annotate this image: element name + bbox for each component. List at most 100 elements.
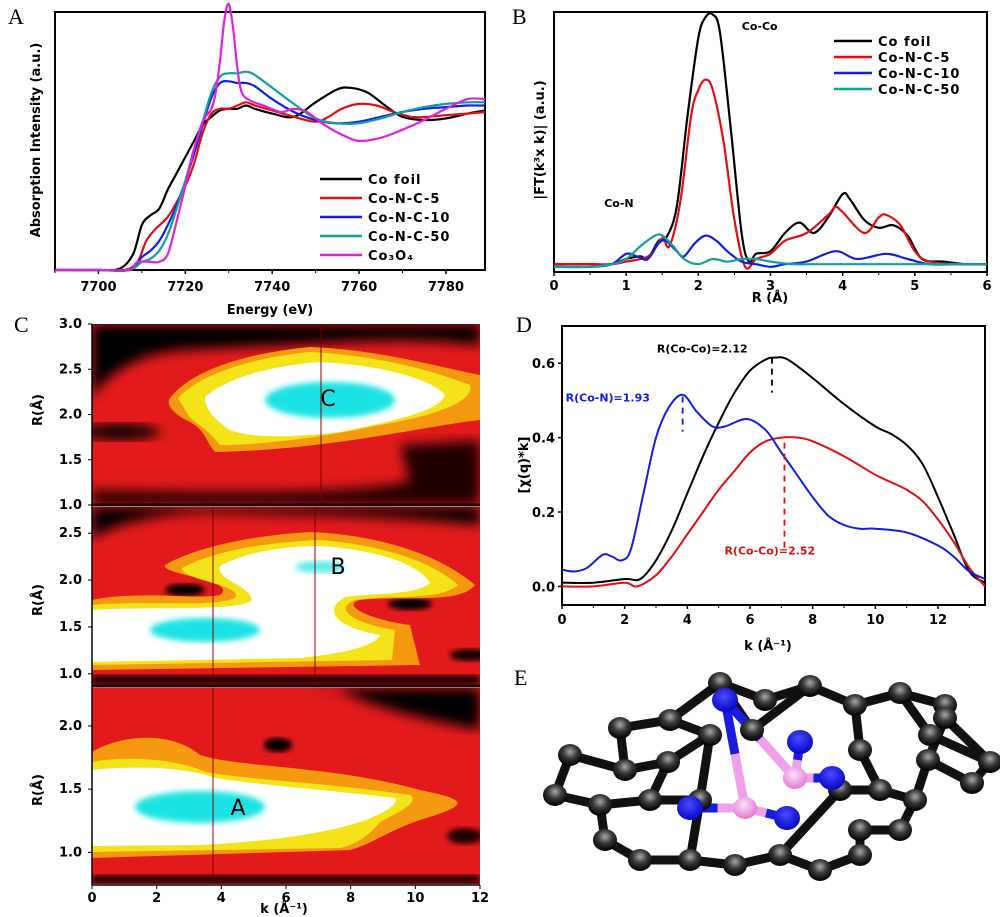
carbon-atom — [613, 759, 637, 781]
carbon-atom — [903, 789, 927, 811]
y-tick-label-c: 2.5 — [59, 526, 82, 541]
series-line-co-n-c-50 — [553, 233, 987, 269]
x-tick-label-a: 7720 — [167, 280, 203, 295]
panel-label-b: B — [512, 4, 527, 29]
series-line-co-n-c-50 — [55, 70, 486, 272]
x-tick-label-a: 7700 — [80, 280, 116, 295]
y-axis-label-a: Absorption Intensity (a.u.) — [29, 43, 44, 238]
y-tick-label-d: 0.6 — [532, 357, 555, 372]
carbon-atom — [848, 844, 872, 866]
chart-a-xanes: 7700 7720 7740 7760 7780 Co foil Co-N-C-5 Co-N… — [29, 2, 486, 318]
x-tick-label-b: 1 — [622, 279, 631, 294]
c-c-bond — [775, 785, 845, 860]
peak-label-c: C — [320, 387, 335, 412]
series-line-co-n-c-10 — [553, 234, 987, 269]
cobalt-atom — [783, 767, 807, 789]
x-tick-label-d: 0 — [557, 613, 566, 628]
legend-label: Co-N-C-10 — [878, 67, 960, 82]
chart-d-wt-slices: 0 2 4 6 8 10 12 0.0 0.2 0.4 0.6 R(Co-Co)=2.12 R(Co-… — [517, 325, 986, 654]
peak-label-a: A — [230, 796, 245, 821]
heatmap-subpanel-b — [92, 507, 480, 685]
carbon-atom — [588, 794, 612, 816]
x-tick-label-c: 6 — [281, 891, 290, 906]
legend-label: Co foil — [368, 173, 422, 188]
y-tick-label-d: 0.4 — [532, 432, 555, 447]
heatmap-subpanel-c — [92, 324, 480, 505]
nitrogen-atom — [819, 766, 845, 790]
peak-annotation: R(Co-N)=1.93 — [566, 392, 650, 405]
carbon-atom — [656, 751, 680, 773]
c-c-bond — [747, 681, 815, 735]
legend-label: Co foil — [878, 35, 932, 50]
heatmap-subpanel-a — [92, 688, 480, 884]
x-tick-label-c: 12 — [471, 891, 489, 906]
carbon-atom — [888, 682, 912, 704]
nitrogen-atom — [712, 688, 738, 712]
y-axis-label-c2: R(Å) — [30, 584, 46, 616]
y-tick-label-c: 2.0 — [59, 719, 82, 734]
legend-label: Co-N-C-50 — [878, 83, 960, 98]
x-tick-label-c: 8 — [346, 891, 355, 906]
y-tick-label-c: 1.5 — [59, 782, 82, 797]
legend-label: Co-N-C-50 — [368, 230, 450, 245]
x-tick-label-c: 0 — [87, 891, 96, 906]
x-tick-label-b: 4 — [838, 279, 847, 294]
carbon-atom — [978, 751, 1000, 773]
molecular-structure-co-n4-graphene — [543, 672, 1000, 881]
carbon-atom — [888, 819, 912, 841]
x-tick-label-d: 6 — [745, 613, 754, 628]
carbon-atom — [848, 739, 872, 761]
peak-annotation: R(Co-Co)=2.52 — [724, 545, 815, 558]
x-tick-label-a: 7780 — [428, 280, 464, 295]
y-tick-label-c: 1.0 — [59, 667, 82, 682]
panel-label-d: D — [516, 312, 532, 337]
legend-label: Co-N-C-10 — [368, 211, 450, 226]
y-axis-label-c3: R(Å) — [30, 774, 46, 806]
y-axis-label-d: [χ(q)*k] — [517, 437, 532, 494]
y-tick-label-c: 1.5 — [59, 620, 82, 635]
y-tick-label-c: 2.0 — [59, 573, 82, 588]
x-tick-label-c: 2 — [152, 891, 161, 906]
nitrogen-atom — [787, 730, 813, 754]
nitrogen-atom — [677, 796, 703, 820]
y-tick-label-c: 1.5 — [59, 453, 82, 468]
x-axis-label-c: k (Å⁻¹) — [260, 901, 308, 917]
peak-annotation: R(Co-Co)=2.12 — [657, 343, 748, 356]
x-tick-label-a: 7740 — [254, 280, 290, 295]
x-axis-label-d: k (Å⁻¹) — [744, 638, 792, 654]
x-tick-label-d: 2 — [620, 613, 629, 628]
x-tick-label-a: 7760 — [341, 280, 377, 295]
series-line-co-foil — [54, 86, 486, 272]
y-axis-label-b: |FT(k³x k)| (a.u.) — [533, 80, 548, 199]
carbon-atom — [593, 829, 617, 851]
carbon-atom — [608, 717, 632, 739]
x-tick-label-d: 10 — [866, 613, 884, 628]
carbon-atom — [753, 689, 777, 711]
peak-annotation: Co-N — [604, 197, 633, 210]
y-axis-label-c1: R(Å) — [30, 394, 46, 426]
y-tick-label-c: 3.0 — [59, 317, 82, 332]
carbon-atom — [848, 819, 872, 841]
cobalt-atom — [733, 797, 757, 819]
carbon-atom — [638, 789, 662, 811]
series-line-co-o- — [55, 2, 486, 272]
panel-label-e: E — [514, 665, 527, 690]
carbon-atom — [698, 724, 722, 746]
carbon-atom — [798, 675, 822, 697]
series-line-co-n-c-5 — [561, 436, 986, 588]
chart-c-wavelet-transform: 0 2 4 6 8 10 12 1.0 1.5 2.0 2.5 3.0 1.0 1.5 2.0 2.5 1.0 1… — [30, 317, 489, 917]
x-tick-label-b: 6 — [982, 279, 991, 294]
x-tick-label-c: 10 — [406, 891, 424, 906]
carbon-atom — [678, 849, 702, 871]
x-tick-label-d: 8 — [808, 613, 817, 628]
carbon-atom — [558, 744, 582, 766]
carbon-atom — [960, 772, 984, 794]
y-tick-label-c: 1.0 — [59, 498, 82, 513]
carbon-atom — [658, 709, 682, 731]
legend-label: Co-N-C-5 — [368, 192, 440, 207]
y-tick-label-c: 2.5 — [59, 362, 82, 377]
carbon-atom — [740, 719, 764, 741]
x-axis-label-a: Energy (eV) — [227, 303, 313, 318]
legend-label: Co-N-C-5 — [878, 51, 950, 66]
x-tick-label-b: 5 — [910, 279, 919, 294]
